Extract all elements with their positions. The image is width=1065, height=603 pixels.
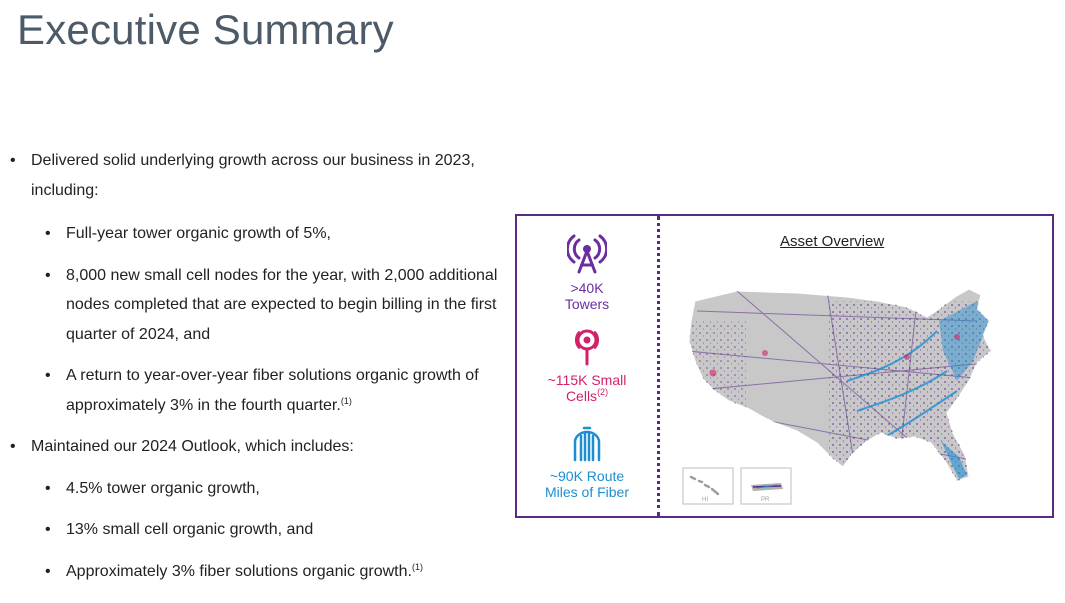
footnote-1: (1)	[411, 561, 423, 572]
small-cell-icon	[575, 329, 599, 366]
dotted-divider	[657, 216, 660, 516]
sub-bullet-outlook-small-cell: • 13% small cell organic growth, and	[45, 521, 314, 538]
sub-bullet-tower-growth: • Full-year tower organic growth of 5%,	[45, 225, 331, 242]
us-map: HI PR	[682, 288, 992, 505]
bullet-growth-2023: • Delivered solid underlying growth acro…	[10, 152, 475, 199]
svg-text:PR: PR	[761, 497, 770, 503]
sub-bullet-small-cell-nodes: • 8,000 new small cell nodes for the yea…	[45, 266, 498, 343]
sub-bullet-outlook-tower: • 4.5% tower organic growth,	[45, 479, 260, 497]
map-title: Asset Overview	[780, 233, 885, 250]
tower-icon	[567, 234, 607, 274]
page-title: Executive Summary	[17, 6, 394, 53]
svg-text:HI: HI	[702, 497, 708, 503]
stat-towers: >40K Towers	[517, 234, 657, 312]
fiber-icon	[573, 426, 601, 462]
footnote-2: (2)	[597, 387, 609, 397]
stat-small-cells: ~115K Small Cells(2)	[517, 326, 657, 404]
asset-overview-panel: >40K Towers ~115K Small Cells(2) ~90K Ro…	[515, 214, 1054, 518]
inset-puerto-rico: PR	[740, 467, 792, 505]
bullet-list: • Delivered solid underlying growth acro…	[10, 146, 510, 586]
stat-fiber: ~90K Route Miles of Fiber	[517, 422, 657, 500]
inset-hawaii: HI	[682, 467, 734, 505]
sub-bullet-fiber-growth: • A return to year-over-year fiber solut…	[45, 367, 479, 414]
bullet-outlook-2024: • Maintained our 2024 Outlook, which inc…	[10, 438, 354, 455]
sub-bullet-outlook-fiber: • Approximately 3% fiber solutions organ…	[45, 561, 423, 580]
footnote-1: (1)	[340, 395, 352, 406]
